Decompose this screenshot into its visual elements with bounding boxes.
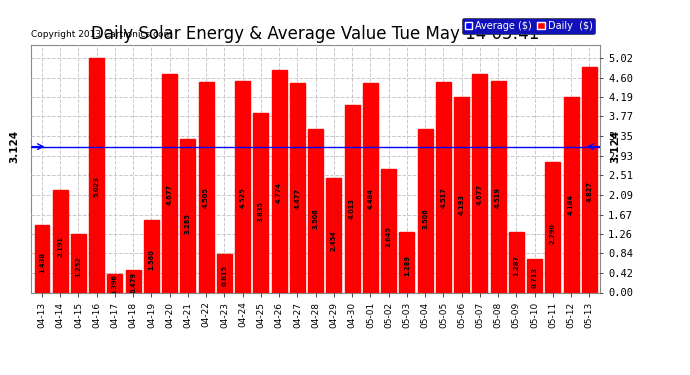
Bar [162, 74, 177, 292]
Text: 4.505: 4.505 [203, 188, 209, 208]
Text: 3.835: 3.835 [258, 201, 264, 222]
Text: 4.519: 4.519 [495, 187, 501, 208]
Text: 0.713: 0.713 [531, 267, 538, 288]
Bar [181, 139, 195, 292]
Text: 0.479: 0.479 [130, 272, 136, 293]
Text: 5.023: 5.023 [94, 177, 100, 197]
Text: 1.287: 1.287 [513, 255, 520, 276]
Text: 0.815: 0.815 [221, 265, 228, 286]
Text: 4.677: 4.677 [167, 184, 172, 205]
Bar [381, 169, 396, 292]
Text: 1.289: 1.289 [404, 255, 410, 276]
Bar [52, 190, 68, 292]
Title: Daily Solar Energy & Average Value Tue May 14 05:41: Daily Solar Energy & Average Value Tue M… [92, 26, 540, 44]
Text: 1.560: 1.560 [148, 249, 155, 270]
Text: 4.013: 4.013 [349, 198, 355, 219]
Text: 1.438: 1.438 [39, 252, 45, 273]
Bar [326, 178, 342, 292]
Text: 4.193: 4.193 [459, 194, 464, 215]
Text: 4.677: 4.677 [477, 184, 483, 205]
Bar [509, 232, 524, 292]
Bar [34, 225, 50, 292]
Bar [417, 129, 433, 292]
Bar [491, 81, 506, 292]
Text: 3.124: 3.124 [610, 130, 620, 163]
Text: 2.454: 2.454 [331, 231, 337, 251]
Bar [345, 105, 359, 292]
Bar [89, 58, 104, 292]
Bar [253, 113, 268, 292]
Bar [473, 74, 487, 292]
Bar [454, 97, 469, 292]
Bar [308, 129, 323, 292]
Text: Copyright 2013 Cartronics.com: Copyright 2013 Cartronics.com [31, 30, 172, 39]
Bar [217, 255, 232, 292]
Bar [564, 97, 579, 292]
Text: 3.506: 3.506 [313, 209, 319, 229]
Bar [400, 232, 415, 292]
Bar [272, 70, 286, 292]
Text: 1.252: 1.252 [75, 256, 81, 277]
Bar [290, 83, 305, 292]
Text: 4.184: 4.184 [568, 194, 574, 215]
Bar [235, 81, 250, 292]
Bar [108, 274, 122, 292]
Text: 4.517: 4.517 [440, 187, 446, 208]
Text: 2.645: 2.645 [386, 226, 392, 248]
Text: 2.191: 2.191 [57, 236, 63, 257]
Text: 4.774: 4.774 [276, 182, 282, 203]
Bar [436, 82, 451, 292]
Bar [126, 270, 141, 292]
Legend: Average ($), Daily  ($): Average ($), Daily ($) [462, 18, 595, 33]
Text: 0.396: 0.396 [112, 274, 118, 295]
Text: 4.827: 4.827 [586, 181, 592, 202]
Bar [545, 162, 560, 292]
Text: 2.790: 2.790 [550, 224, 556, 245]
Bar [582, 67, 597, 292]
Text: 3.506: 3.506 [422, 209, 428, 229]
Text: 3.285: 3.285 [185, 213, 191, 234]
Bar [363, 83, 378, 292]
Bar [199, 82, 214, 292]
Text: 4.484: 4.484 [367, 188, 373, 209]
Bar [527, 259, 542, 292]
Bar [144, 220, 159, 292]
Text: 3.124: 3.124 [10, 130, 19, 163]
Text: 4.477: 4.477 [295, 188, 300, 209]
Bar [71, 234, 86, 292]
Text: 4.525: 4.525 [239, 187, 246, 208]
